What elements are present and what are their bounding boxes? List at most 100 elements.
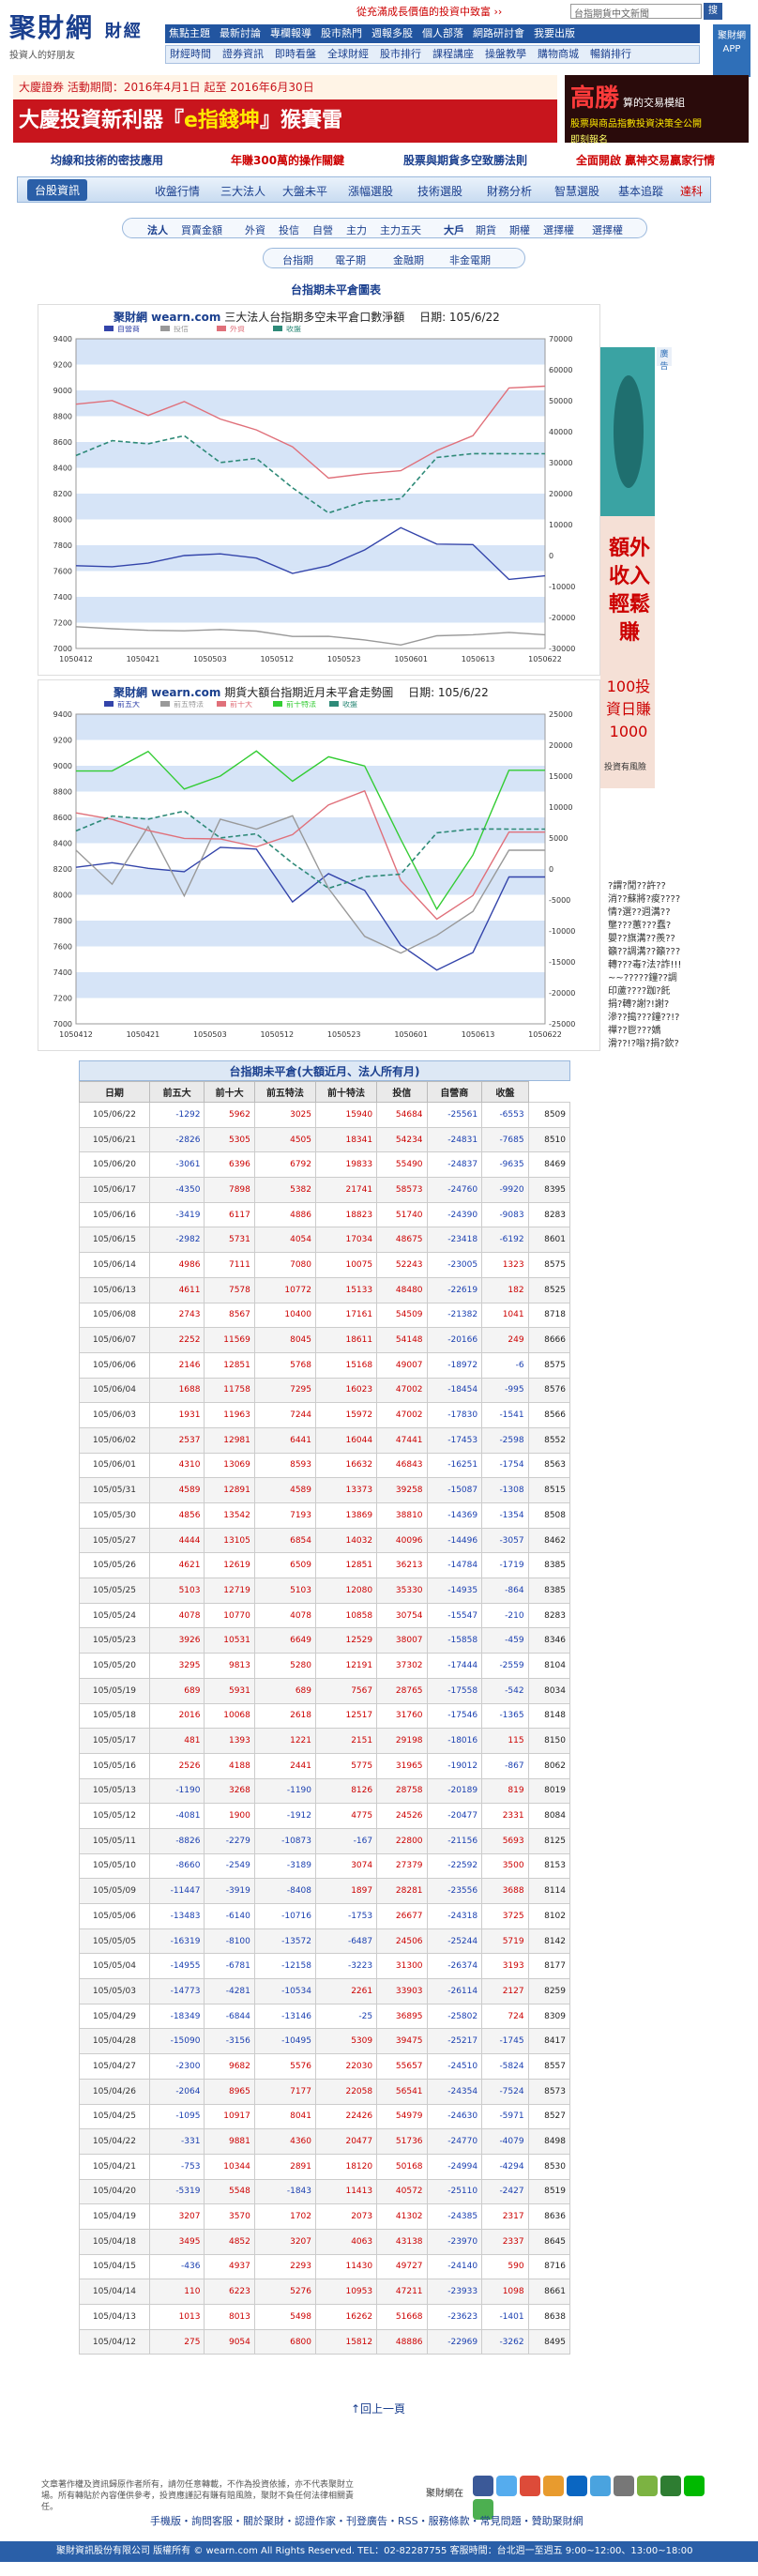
top-nav-item-4[interactable]: 週報多股	[371, 27, 413, 39]
subnav-options2[interactable]: 選擇權	[592, 224, 623, 236]
subnav-trust[interactable]: 投信	[279, 224, 299, 236]
top-nav2-item-5[interactable]: 課程講座	[432, 48, 474, 60]
top-nav-item-6[interactable]: 網路研討會	[473, 27, 524, 39]
subnav-dealer[interactable]: 自營	[312, 224, 333, 236]
ad-banner-main[interactable]: 大慶證券 活動期間：2016年4月1日 起至 2016年6月30日 大慶投資新利…	[13, 75, 557, 143]
x-tick-label: 1050613	[462, 655, 495, 663]
table-cell: 24526	[376, 1803, 428, 1829]
top-nav2-item-1[interactable]: 證券資訊	[222, 48, 264, 60]
subnav-taiex-fut[interactable]: 台指期	[282, 254, 313, 267]
subnav-options[interactable]: 選擇權	[543, 224, 574, 236]
top-nav2-item-4[interactable]: 股市排行	[380, 48, 421, 60]
table-cell: 13869	[314, 1502, 378, 1529]
social-icon-9[interactable]	[684, 2476, 705, 2496]
subnav-fin-fut[interactable]: 金融期	[393, 254, 424, 267]
y-tick-label: 8400	[53, 465, 72, 473]
table-cell: -6781	[204, 1953, 255, 1980]
table-cell: 819	[481, 1777, 529, 1805]
top-nav-item-1[interactable]: 最新討論	[220, 27, 261, 39]
x-tick-label: 1050412	[59, 1030, 93, 1039]
table-cell: -1292	[148, 1102, 205, 1128]
top-nav2-item-0[interactable]: 財經時間	[170, 48, 211, 60]
ad-banner-header: 大慶證券 活動期間：2016年4月1日 起至 2016年6月30日	[13, 75, 557, 99]
app-side-box[interactable]: 聚財網APP	[713, 24, 750, 77]
ad-corner-badge[interactable]: 廣告	[657, 347, 672, 372]
top-nav-item-2[interactable]: 專欄報導	[270, 27, 311, 39]
table-cell: 182	[481, 1276, 529, 1303]
subnav-futures[interactable]: 期貨	[476, 224, 496, 236]
top-nav2-item-7[interactable]: 購物商城	[538, 48, 579, 60]
subnav-elec-fut[interactable]: 電子期	[335, 254, 366, 267]
social-icon-10[interactable]	[473, 2499, 493, 2520]
tab-technical[interactable]: 技術選股	[417, 185, 463, 198]
top-nav-item-0[interactable]: 焦點主題	[169, 27, 210, 39]
subnav-trade-amount[interactable]: 買賣金額	[181, 224, 222, 236]
table-row: 105/06/13 4611 7578 10772 15133 48480 -22619 18…	[79, 1276, 571, 1303]
tab-market-oi[interactable]: 大盤未平	[282, 185, 328, 198]
social-icon-0[interactable]	[473, 2476, 493, 2496]
table-cell: 8283	[527, 1201, 571, 1228]
table-row: 105/06/01 4310 13069 8593 16632 46843 -16251 -1…	[79, 1452, 571, 1479]
back-link[interactable]: ↑回上一頁	[351, 2402, 406, 2416]
top-nav-item-7[interactable]: 我要出版	[534, 27, 575, 39]
tab-right[interactable]: 達科	[680, 185, 704, 198]
social-icon-2[interactable]	[520, 2476, 540, 2496]
top-nav2-item-8[interactable]: 暢銷排行	[590, 48, 631, 60]
top-nav-item-5[interactable]: 個人部落	[422, 27, 463, 39]
top-nav2-item-2[interactable]: 即時看盤	[275, 48, 316, 60]
promo-link-4[interactable]: 全面開啟 贏神交易贏家行情	[576, 154, 716, 167]
subnav-nonfin-fut[interactable]: 非金電期	[449, 254, 491, 267]
tab-basic[interactable]: 基本追蹤	[618, 185, 664, 198]
sub-nav-primary: 法人 買賣金額 外資 投信 自營 主力 主力五天 大戶 期貨 期權 選擇權 選擇…	[122, 218, 647, 238]
promo-link-1[interactable]: 均線和技術的密技應用	[51, 154, 164, 167]
table-cell: 8638	[527, 2304, 571, 2330]
y2-tick-label: 60000	[549, 366, 572, 374]
right-ad[interactable]: 額外收入輕鬆賺 100投資日賺1000 投資有風險	[600, 347, 655, 788]
table-cell: 105/05/23	[79, 1627, 150, 1654]
table-cell: 3688	[481, 1878, 529, 1904]
search-button[interactable]: 搜	[704, 3, 722, 20]
table-cell: -6140	[204, 1903, 255, 1929]
subnav-main-force[interactable]: 主力	[346, 224, 367, 236]
table-cell: 105/06/16	[79, 1201, 150, 1228]
table-cell: -14369	[426, 1502, 483, 1529]
table-cell: 8567	[204, 1302, 255, 1329]
legend-swatch	[217, 701, 226, 707]
social-icon-1[interactable]	[496, 2476, 517, 2496]
subnav-large[interactable]: 大戶	[444, 224, 464, 236]
ad-banner-side[interactable]: 高勝 算的交易模組 股票與商品指數投資決策全公開 即刻報名	[565, 75, 749, 145]
social-icon-5[interactable]	[590, 2476, 611, 2496]
tab-taiwan-stock[interactable]: 台股資訊	[27, 179, 88, 201]
top-nav-item-3[interactable]: 股市熱門	[321, 27, 362, 39]
top-header: 聚財網 財經 投資人的好朋友 從充滿成長價值的投資中致富 ›› 台指期貨中文新聞…	[0, 0, 758, 83]
tab-smart[interactable]: 智慧選股	[554, 185, 600, 198]
search-input[interactable]: 台指期貨中文新聞	[570, 4, 702, 20]
social-icon-8[interactable]	[660, 2476, 681, 2496]
table-cell: -1719	[481, 1552, 529, 1579]
table-cell: -23418	[426, 1227, 483, 1254]
site-logo[interactable]: 聚財網 財經 投資人的好朋友	[9, 8, 150, 64]
top-nav2-item-3[interactable]: 全球財經	[327, 48, 369, 60]
tab-close-quote[interactable]: 收盤行情	[155, 185, 201, 198]
subnav-main-five[interactable]: 主力五天	[380, 224, 421, 236]
tab-gainers[interactable]: 漲幅選股	[348, 185, 394, 198]
tab-institutional[interactable]: 三大法人	[220, 185, 266, 198]
table-cell: 16262	[314, 2304, 378, 2330]
subnav-institutional[interactable]: 法人	[147, 224, 168, 236]
promo-link-2[interactable]: 年賺300萬的操作關鍵	[231, 154, 345, 167]
social-icon-3[interactable]	[543, 2476, 564, 2496]
y2-tick-label: 30000	[549, 459, 572, 467]
social-icon-6[interactable]	[614, 2476, 634, 2496]
tab-financial[interactable]: 財務分析	[487, 185, 533, 198]
social-icon-4[interactable]	[567, 2476, 587, 2496]
ad-banner-text: 大慶投資新利器『e指錢坤』猴賽雷	[19, 109, 342, 132]
subnav-foreign[interactable]: 外資	[245, 224, 265, 236]
header-slogan[interactable]: 從充滿成長價值的投資中致富 ››	[356, 6, 503, 18]
footer-links[interactable]: 手機版・詢問客服・關於聚財・認證作家・刊登廣告・RSS・服務條款・常見問題・贊助…	[150, 2515, 584, 2527]
social-icon-7[interactable]	[637, 2476, 658, 2496]
subnav-fut-opt[interactable]: 期權	[509, 224, 530, 236]
table-cell: 8645	[527, 2228, 571, 2255]
top-nav2-item-6[interactable]: 操盤教學	[485, 48, 526, 60]
table-cell: 5305	[204, 1126, 255, 1153]
promo-link-3[interactable]: 股票與期貨多空致勝法則	[403, 154, 528, 167]
